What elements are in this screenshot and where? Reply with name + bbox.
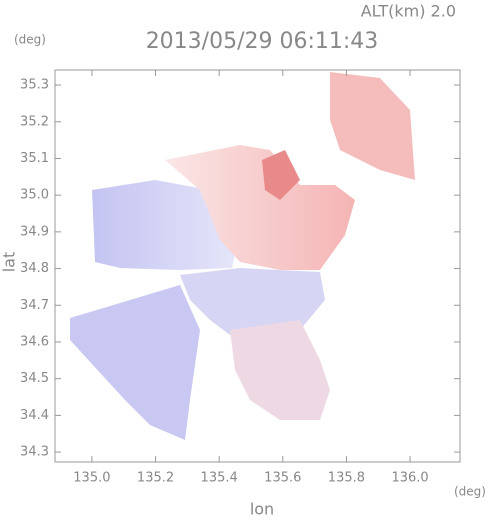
x-axis-label: lon (250, 500, 274, 519)
radar-field (70, 72, 415, 440)
red-region (330, 72, 415, 180)
y-tick-label: 34.8 (20, 261, 49, 276)
blue-region (92, 180, 240, 270)
y-tick-label: 34.5 (20, 371, 49, 386)
altitude-label: ALT(km) 2.0 (361, 2, 456, 21)
y-tick-label: 34.6 (20, 334, 49, 349)
y-tick-label: 34.9 (20, 224, 49, 239)
y-axis-label: lat (0, 252, 19, 273)
x-tick-label: 136.0 (391, 471, 428, 486)
x-tick-label: 135.6 (264, 471, 301, 486)
x-tick-label: 135.2 (137, 471, 174, 486)
blue-region (70, 285, 200, 440)
y-tick-label: 35.2 (20, 114, 49, 129)
x-unit: (deg) (454, 485, 486, 499)
y-tick-label: 35.1 (20, 151, 49, 166)
y-tick-label: 34.4 (20, 408, 49, 423)
x-tick-label: 135.0 (73, 471, 110, 486)
chart-title: 2013/05/29 06:11:43 (146, 29, 379, 54)
x-tick-label: 135.8 (328, 471, 365, 486)
y-tick-label: 34.7 (20, 298, 49, 313)
y-unit: (deg) (14, 33, 46, 47)
y-tick-label: 35.3 (20, 78, 49, 93)
y-tick-label: 34.3 (20, 445, 49, 460)
mixed-region (230, 320, 330, 420)
x-tick-label: 135.4 (201, 471, 238, 486)
red-region (262, 150, 300, 200)
y-tick-label: 35.0 (20, 188, 49, 203)
plot-frame (54, 69, 461, 463)
red-region (165, 145, 355, 270)
